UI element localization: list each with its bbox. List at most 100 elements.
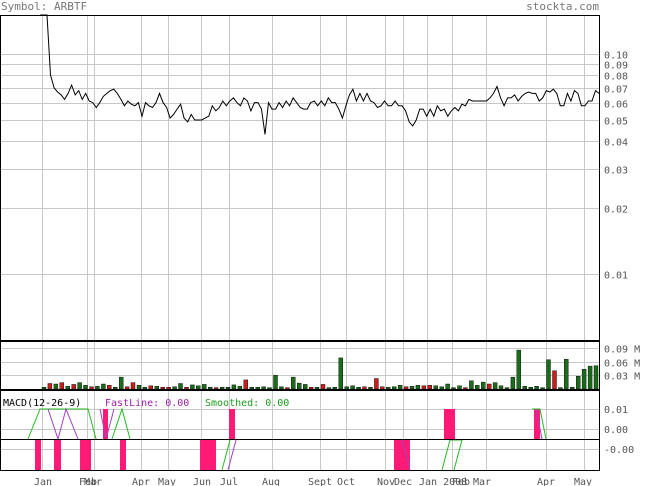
volume-bar — [326, 387, 332, 390]
x-tick-label: Apr — [537, 477, 555, 486]
volume-bar — [273, 375, 278, 390]
volume-bar — [463, 387, 468, 390]
volume-bar — [362, 386, 367, 390]
price-tick-label: 0.07 — [604, 85, 628, 96]
volume-bar — [231, 384, 237, 390]
volume-bar — [445, 383, 450, 390]
price-tick-label: 0.04 — [604, 138, 628, 149]
macd-fast-line — [535, 408, 543, 440]
volume-bar — [522, 386, 527, 390]
macd-title: MACD(12-26-9) — [3, 398, 81, 409]
macd-hist-bar — [444, 409, 455, 439]
volume-bar — [475, 385, 480, 390]
volume-bar — [403, 386, 409, 390]
volume-bar — [213, 387, 219, 390]
volume-bar — [124, 386, 130, 390]
volume-bar — [433, 385, 438, 390]
price-tick-label: 0.08 — [604, 72, 628, 83]
volume-bar — [184, 387, 189, 390]
macd-hist-bar — [200, 440, 216, 470]
volume-bar — [386, 387, 391, 390]
volume-bar — [540, 387, 545, 390]
x-tick-label: May — [574, 477, 592, 486]
macd-tick-label: 0.01 — [604, 405, 628, 416]
volume-bar — [130, 382, 136, 390]
volume-bar — [279, 386, 284, 390]
volume-bar — [160, 387, 165, 390]
volume-bar — [148, 385, 154, 390]
x-tick-label: Feb — [452, 477, 470, 486]
volume-bar — [421, 385, 427, 390]
price-tick-label: 0.05 — [604, 117, 628, 128]
volume-bar — [166, 387, 171, 390]
x-tick-label: Mar — [84, 477, 102, 486]
volume-bar — [71, 384, 76, 390]
volume-bar — [178, 383, 183, 390]
volume-bar — [552, 370, 557, 390]
macd-smoothed-line — [27, 408, 97, 440]
volume-bar — [320, 384, 326, 390]
macd-fast-label: FastLine: 0.00 — [105, 398, 189, 409]
site-label: stockta.com — [526, 0, 599, 13]
volume-bar — [415, 385, 421, 390]
x-tick-label: Sept — [308, 477, 332, 486]
volume-bar — [344, 386, 349, 390]
volume-bar — [576, 376, 581, 390]
volume-bar — [77, 382, 82, 390]
volume-bar — [487, 383, 492, 390]
volume-axis: 0.09 M 0.06 M 0.03 M — [604, 345, 640, 383]
volume-bar — [427, 385, 432, 390]
volume-tick-label: 0.03 M — [604, 372, 640, 383]
x-tick-label: Feb — [79, 477, 97, 486]
volume-bar — [59, 382, 64, 390]
macd-fast-line — [401, 439, 411, 471]
price-tick-label: 0.10 — [604, 51, 628, 62]
volume-bar — [392, 386, 397, 390]
volume-bar — [510, 376, 516, 390]
volume-bar — [107, 385, 112, 390]
volume-bar — [65, 386, 70, 390]
volume-bar — [291, 376, 296, 390]
volume-bar — [225, 387, 231, 390]
macd-histogram — [35, 409, 540, 470]
volume-bar — [439, 386, 444, 390]
macd-hist-bar — [394, 440, 410, 470]
volume-bar — [285, 387, 290, 390]
volume-bar — [118, 376, 124, 390]
volume-bar — [190, 384, 195, 390]
volume-bar — [570, 387, 575, 390]
macd-tick-label: 0.00 — [604, 425, 628, 436]
price-tick-label: 0.01 — [604, 271, 628, 282]
volume-bar — [207, 387, 213, 390]
volume-bar — [112, 387, 118, 390]
volume-bar — [41, 387, 47, 390]
macd-smoothed-line — [111, 407, 131, 440]
price-tick-label: 0.09 — [604, 61, 628, 72]
volume-bar — [255, 387, 260, 390]
macd-hist-bar — [35, 440, 41, 470]
volume-bar — [516, 349, 521, 390]
volume-bar — [261, 386, 266, 390]
volume-bar — [481, 381, 486, 390]
volume-bar — [314, 387, 320, 390]
macd-smoothed-label: Smoothed: 0.00 — [205, 398, 289, 409]
volume-bar — [593, 365, 599, 390]
volume-bar — [243, 379, 249, 390]
volume-bar — [350, 385, 355, 390]
x-tick-label: Jun — [193, 477, 211, 486]
volume-bar — [267, 387, 272, 390]
volume-bar — [332, 387, 337, 390]
volume-bar — [558, 387, 563, 390]
volume-bar — [581, 369, 587, 390]
volume-bar — [498, 385, 504, 390]
macd-axis: 0.01 0.00 -0.00 — [604, 405, 634, 456]
volume-bar — [196, 385, 201, 390]
x-tick-label: Aug — [262, 477, 280, 486]
x-tick-label: Jul — [220, 477, 238, 486]
volume-bar — [308, 387, 314, 390]
volume-bar — [53, 383, 59, 390]
volume-bar — [136, 385, 142, 390]
volume-bar — [397, 385, 403, 390]
price-axis: 0.100.090.08 0.07 0.06 0.05 0.04 0.03 0.02 0.01 — [604, 51, 628, 282]
